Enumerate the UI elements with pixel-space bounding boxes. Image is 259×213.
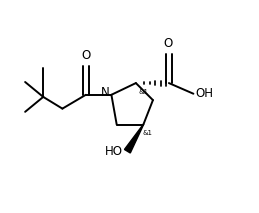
Text: &1: &1 — [138, 89, 148, 95]
Polygon shape — [124, 124, 143, 153]
Text: O: O — [164, 37, 173, 50]
Text: HO: HO — [105, 145, 123, 158]
Text: O: O — [81, 49, 90, 62]
Text: &1: &1 — [142, 130, 152, 136]
Text: OH: OH — [195, 87, 213, 100]
Text: N: N — [101, 86, 109, 99]
